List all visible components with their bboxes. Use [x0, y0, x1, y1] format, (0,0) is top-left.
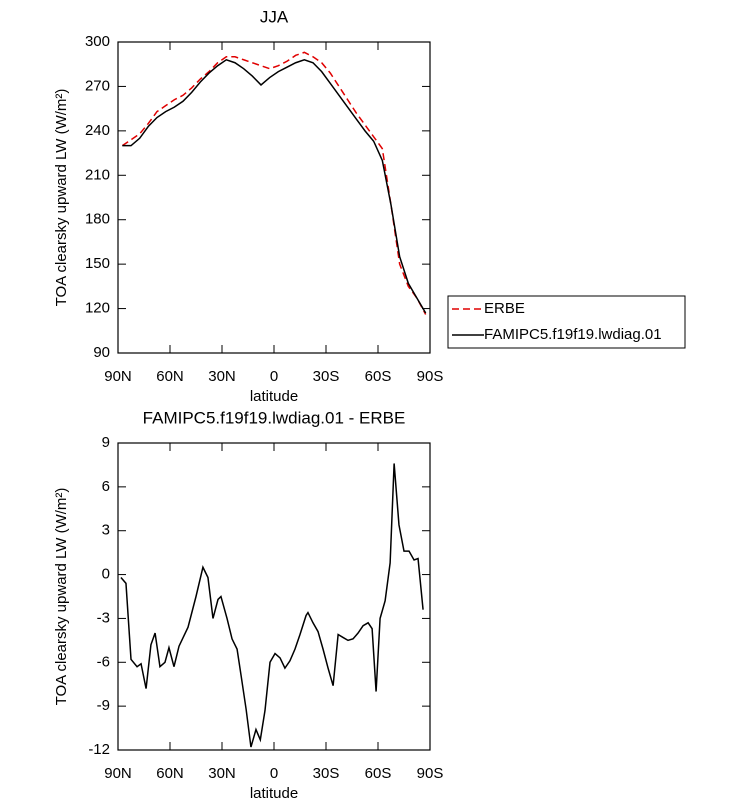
x-tick-label: 30S [313, 368, 340, 385]
data-line [120, 463, 424, 748]
y-tick-label: -3 [97, 609, 110, 626]
x-tick-label: 60N [156, 765, 184, 782]
chart-title: FAMIPC5.f19f19.lwdiag.01 - ERBE [143, 408, 406, 427]
legend-box [447, 295, 686, 349]
y-tick-label: 150 [85, 255, 110, 272]
y-tick-label: 240 [85, 122, 110, 139]
x-tick-label: 60S [365, 368, 392, 385]
legend-label: FAMIPC5.f19f19.lwdiag.01 [484, 326, 662, 343]
y-tick-label: 0 [102, 566, 110, 583]
y-tick-label: 3 [102, 522, 110, 539]
data-line [122, 58, 427, 314]
x-tick-label: 30N [208, 765, 236, 782]
legend-label: ERBE [484, 300, 525, 317]
x-tick-label: 90N [104, 368, 132, 385]
y-axis-label: TOA clearsky upward LW (W/m²) [53, 89, 70, 307]
x-tick-label: 30N [208, 368, 236, 385]
y-tick-label: 180 [85, 211, 110, 228]
y-tick-label: 300 [85, 33, 110, 50]
chart-title: JJA [260, 7, 289, 26]
x-tick-label: 30S [313, 765, 340, 782]
x-tick-label: 90N [104, 765, 132, 782]
x-tick-label: 0 [270, 765, 278, 782]
plot-frame [117, 41, 431, 354]
y-tick-label: 6 [102, 478, 110, 495]
y-tick-label: -9 [97, 697, 110, 714]
y-tick-label: 210 [85, 166, 110, 183]
data-line [121, 51, 427, 315]
y-tick-label: -6 [97, 653, 110, 670]
x-tick-label: 60S [365, 765, 392, 782]
x-axis-label: latitude [250, 388, 298, 405]
x-tick-label: 0 [270, 368, 278, 385]
y-tick-label: 90 [93, 344, 110, 361]
x-tick-label: 90S [417, 765, 444, 782]
x-tick-label: 60N [156, 368, 184, 385]
x-axis-label: latitude [250, 785, 298, 802]
y-tick-label: 120 [85, 300, 110, 317]
y-tick-label: 270 [85, 77, 110, 94]
y-tick-label: -12 [88, 741, 110, 758]
plot-frame [117, 442, 431, 751]
y-tick-label: 9 [102, 434, 110, 451]
x-tick-label: 90S [417, 368, 444, 385]
y-axis-label: TOA clearsky upward LW (W/m²) [53, 488, 70, 706]
